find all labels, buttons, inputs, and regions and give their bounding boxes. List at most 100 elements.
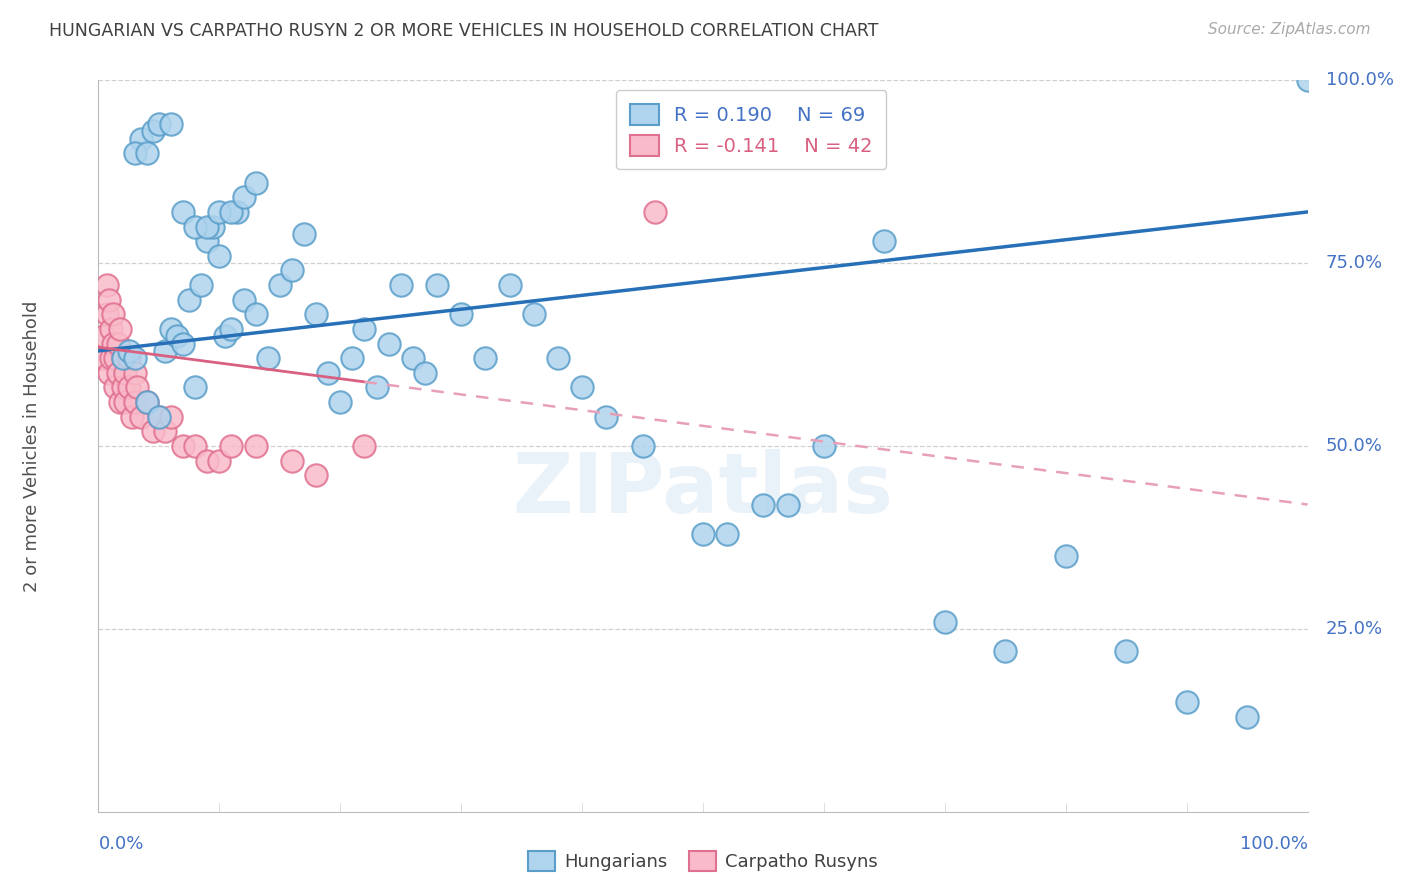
Point: [226, 205, 249, 219]
Point: [127, 380, 149, 394]
Text: 100.0%: 100.0%: [1326, 71, 1393, 89]
Point: [100, 351, 122, 366]
Point: [195, 234, 218, 248]
Point: [101, 336, 124, 351]
Point: [172, 336, 194, 351]
Point: [232, 293, 254, 307]
Point: [124, 351, 146, 366]
Point: [994, 644, 1017, 658]
Point: [104, 351, 127, 366]
Point: [118, 380, 141, 394]
Point: [366, 380, 388, 394]
Point: [121, 409, 143, 424]
Point: [98, 293, 121, 307]
Text: 2 or more Vehicles in Household: 2 or more Vehicles in Household: [22, 301, 41, 591]
Text: 50.0%: 50.0%: [1326, 437, 1382, 455]
Point: [1054, 549, 1077, 563]
Point: [104, 380, 127, 394]
Point: [96, 307, 118, 321]
Point: [631, 439, 654, 453]
Point: [135, 146, 157, 161]
Point: [752, 498, 775, 512]
Legend: Hungarians, Carpatho Rusyns: Hungarians, Carpatho Rusyns: [520, 844, 886, 879]
Point: [172, 439, 194, 453]
Legend: R = 0.190    N = 69, R = -0.141    N = 42: R = 0.190 N = 69, R = -0.141 N = 42: [616, 90, 886, 169]
Point: [111, 351, 134, 366]
Point: [221, 205, 243, 219]
Point: [108, 395, 131, 409]
Point: [142, 124, 165, 138]
Point: [329, 395, 352, 409]
Point: [644, 205, 666, 219]
Point: [135, 395, 157, 409]
Point: [96, 278, 118, 293]
Point: [124, 395, 146, 409]
Point: [342, 351, 364, 366]
Point: [221, 439, 243, 453]
Point: [101, 307, 124, 321]
Point: [208, 205, 231, 219]
Point: [153, 425, 176, 439]
Point: [245, 307, 267, 321]
Point: [153, 343, 176, 358]
Point: [377, 336, 399, 351]
Point: [148, 409, 170, 424]
Text: HUNGARIAN VS CARPATHO RUSYN 2 OR MORE VEHICLES IN HOUSEHOLD CORRELATION CHART: HUNGARIAN VS CARPATHO RUSYN 2 OR MORE VE…: [49, 22, 879, 40]
Point: [413, 366, 436, 380]
Point: [316, 366, 339, 380]
Point: [873, 234, 896, 248]
Point: [221, 322, 243, 336]
Point: [232, 190, 254, 204]
Point: [716, 526, 738, 541]
Point: [111, 351, 134, 366]
Point: [148, 117, 170, 131]
Point: [166, 329, 188, 343]
Point: [523, 307, 546, 321]
Point: [269, 278, 291, 293]
Text: 100.0%: 100.0%: [1240, 835, 1308, 853]
Point: [1296, 73, 1319, 87]
Text: ZIPatlas: ZIPatlas: [513, 450, 893, 531]
Point: [281, 453, 304, 467]
Point: [107, 366, 129, 380]
Point: [184, 219, 207, 234]
Point: [208, 249, 231, 263]
Point: [190, 278, 212, 293]
Point: [1175, 695, 1198, 709]
Point: [160, 409, 183, 424]
Point: [118, 351, 141, 366]
Point: [1115, 644, 1137, 658]
Point: [160, 322, 183, 336]
Point: [934, 615, 956, 629]
Point: [571, 380, 593, 394]
Point: [245, 439, 267, 453]
Point: [389, 278, 412, 293]
Point: [692, 526, 714, 541]
Text: 75.0%: 75.0%: [1326, 254, 1384, 272]
Point: [184, 380, 207, 394]
Text: 25.0%: 25.0%: [1326, 620, 1384, 638]
Text: Source: ZipAtlas.com: Source: ZipAtlas.com: [1208, 22, 1371, 37]
Point: [595, 409, 617, 424]
Point: [184, 439, 207, 453]
Point: [118, 343, 141, 358]
Point: [100, 322, 122, 336]
Point: [114, 366, 136, 380]
Point: [93, 351, 115, 366]
Point: [292, 227, 315, 241]
Point: [202, 219, 225, 234]
Point: [124, 146, 146, 161]
Point: [148, 409, 170, 424]
Point: [474, 351, 496, 366]
Point: [305, 468, 328, 483]
Point: [498, 278, 520, 293]
Point: [426, 278, 449, 293]
Point: [124, 366, 146, 380]
Point: [114, 395, 136, 409]
Point: [776, 498, 799, 512]
Point: [1236, 709, 1258, 723]
Point: [108, 322, 131, 336]
Point: [129, 132, 152, 146]
Point: [98, 366, 121, 380]
Point: [281, 263, 304, 277]
